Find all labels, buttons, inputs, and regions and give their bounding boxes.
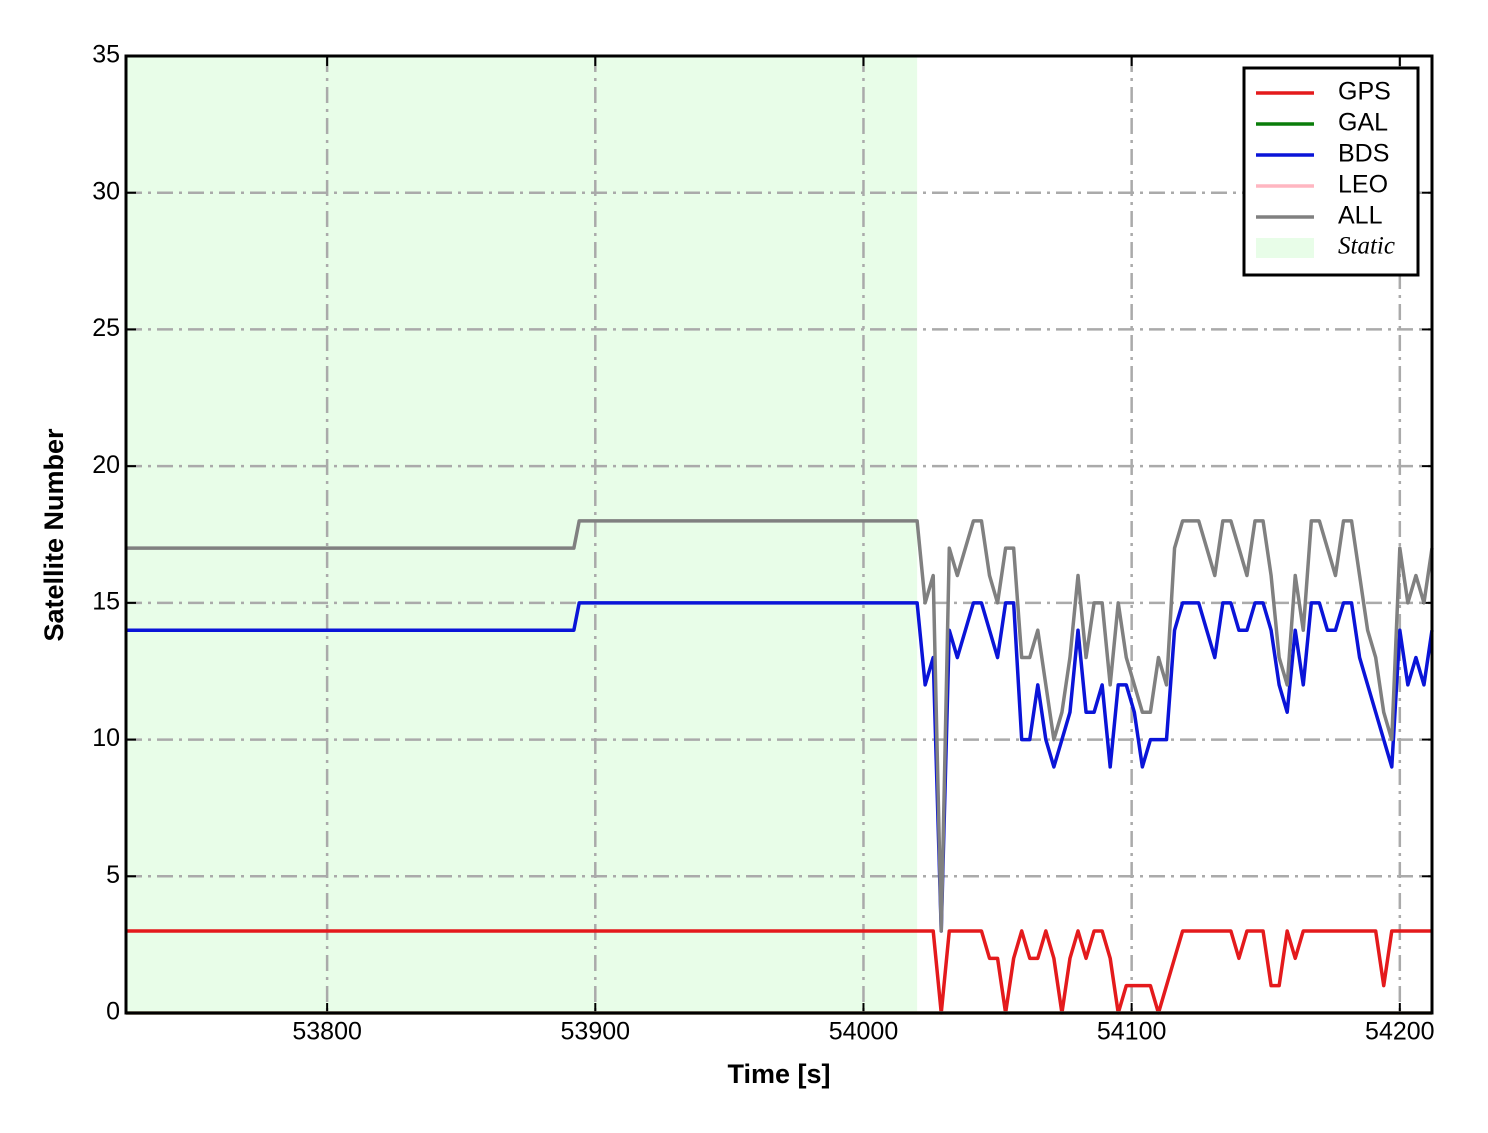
y-axis-label: Satellite Number: [39, 428, 69, 642]
series-line: [126, 929, 1432, 1015]
y-tick-label: 25: [92, 314, 120, 342]
x-axis-label: Time [s]: [727, 1059, 830, 1089]
y-tick-label: 0: [106, 998, 120, 1026]
x-tick-label: 53900: [561, 1018, 631, 1046]
y-tick-label: 15: [92, 587, 120, 615]
legend-label: ALL: [1338, 202, 1383, 230]
y-tick-label: 35: [92, 41, 120, 69]
legend-swatch: [1256, 238, 1314, 258]
legend-label: GPS: [1338, 78, 1391, 106]
static-region: [126, 56, 918, 1013]
y-tick-label: 20: [92, 451, 120, 479]
legend-label: LEO: [1338, 171, 1388, 199]
y-tick-label: 30: [92, 177, 120, 205]
plot-frame: [124, 54, 1434, 1015]
y-tick-label: 5: [106, 861, 120, 889]
legend-label: Static: [1338, 233, 1395, 260]
legend-label: BDS: [1338, 140, 1389, 168]
x-tick-label: 53800: [292, 1018, 362, 1046]
y-tick-label: 10: [92, 724, 120, 752]
x-tick-label: 54000: [829, 1018, 899, 1046]
legend-label: GAL: [1338, 109, 1388, 137]
x-tick-label: 54100: [1097, 1018, 1167, 1046]
series-line: [126, 601, 1434, 933]
series-line: [126, 519, 1434, 933]
x-tick-label: 54200: [1365, 1018, 1435, 1046]
